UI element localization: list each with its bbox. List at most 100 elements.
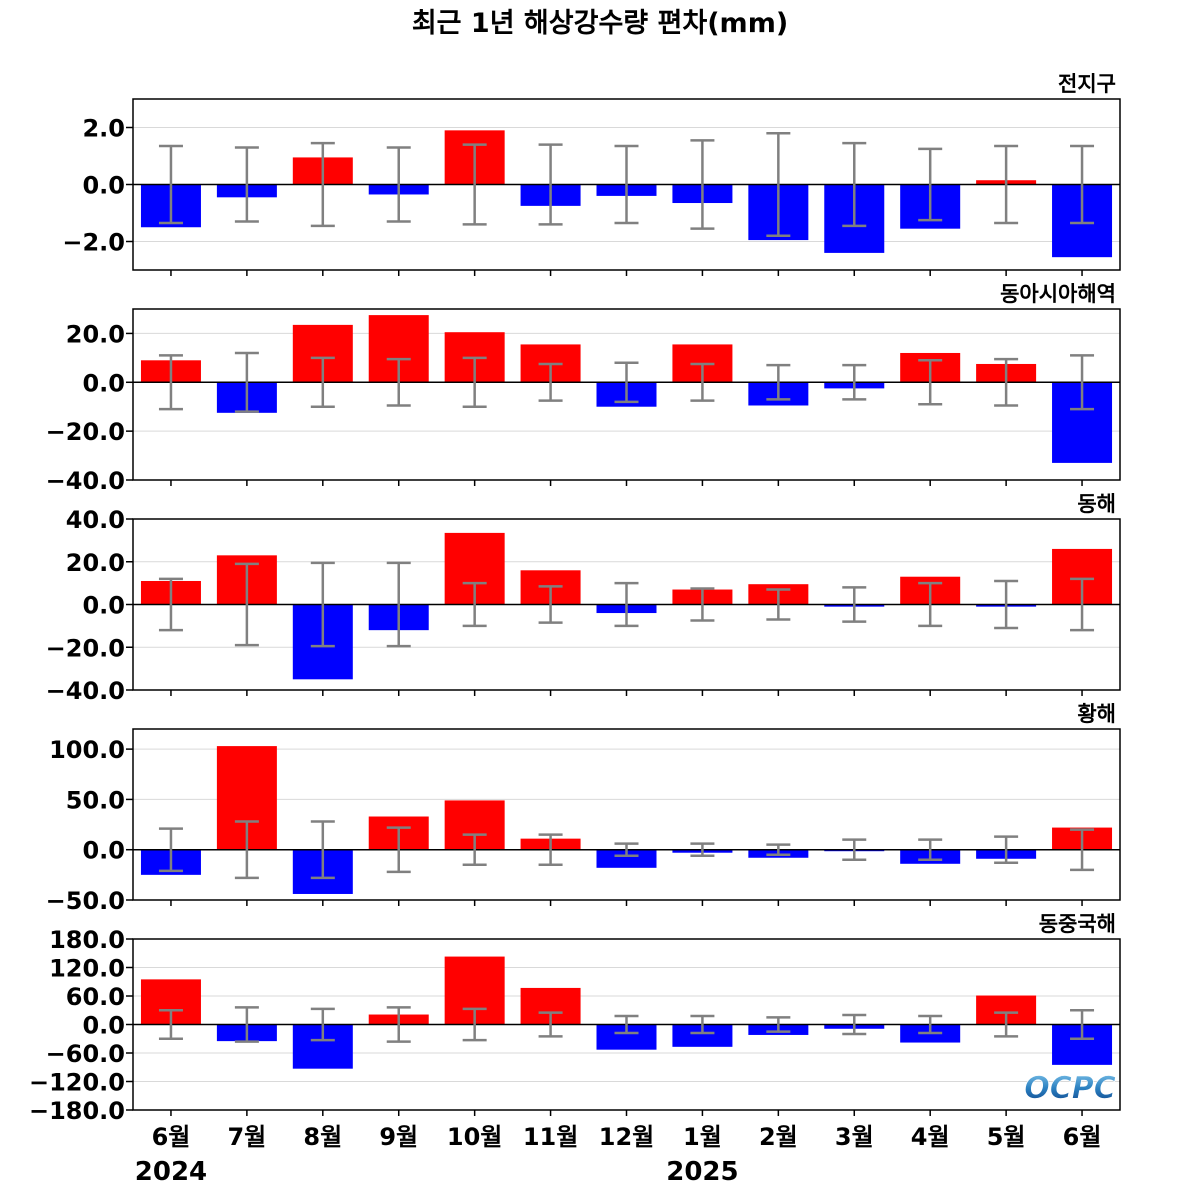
x-tick-label: 1월 [683, 1123, 722, 1151]
error-bar [462, 356, 487, 408]
error-bar [766, 363, 791, 401]
x-tick-label: 3월 [835, 1123, 874, 1151]
error-bar [842, 1013, 867, 1036]
error-bar [842, 363, 867, 401]
error-bar [234, 562, 259, 647]
error-bar [158, 577, 183, 632]
error-bar [538, 362, 563, 402]
plot-frame [132, 728, 1121, 901]
bar [596, 849, 657, 868]
error-bar [614, 144, 639, 225]
plot-frame [132, 938, 1121, 1111]
error-bar [310, 1007, 335, 1042]
error-bar [766, 131, 791, 238]
error-bar [538, 143, 563, 226]
y-tick-label: −120.0 [29, 1069, 125, 1097]
y-tick-label: 50.0 [66, 786, 125, 814]
error-bar [158, 144, 183, 225]
ocpc-logo-text: OCPC [1024, 1071, 1116, 1106]
panel-1: 동아시아해역 20.0 0.0 −20.0 −40.0 [46, 282, 1121, 495]
error-bar [994, 835, 1019, 865]
error-bar [766, 843, 791, 856]
y-tick-label: 0.0 [82, 369, 125, 397]
x-tick-label: 2월 [759, 1123, 798, 1151]
error-bar [386, 826, 411, 874]
error-bar [1070, 354, 1095, 411]
error-bar [842, 586, 867, 623]
panel-title: 동해 [1077, 492, 1116, 516]
y-tick-label: 60.0 [66, 983, 125, 1011]
y-tick-label: −40.0 [46, 677, 125, 705]
error-bar [842, 141, 867, 228]
plot-area [133, 729, 1120, 900]
error-bar [386, 146, 411, 223]
error-bar [690, 842, 715, 857]
error-bar [310, 141, 335, 228]
y-tick-label: 0.0 [82, 837, 125, 865]
x-tick-label: 4월 [911, 1123, 950, 1151]
y-tick-label: −180.0 [29, 1097, 125, 1125]
error-bar [310, 356, 335, 408]
y-tick-label: 20.0 [66, 549, 125, 577]
error-bar [1070, 828, 1095, 872]
error-bar [462, 143, 487, 226]
error-bar [234, 351, 259, 413]
panel-title: 전지구 [1058, 72, 1116, 96]
y-tick-label: 20.0 [66, 320, 125, 348]
y-tick-label: 0.0 [82, 172, 125, 200]
plot-frame [132, 518, 1121, 691]
error-bar [538, 833, 563, 867]
error-bar [994, 357, 1019, 407]
y-tick-label: −2.0 [62, 229, 125, 257]
year-label: 2024 [135, 1157, 207, 1187]
error-bar [918, 838, 943, 862]
y-tick-label: −20.0 [46, 634, 125, 662]
panel-0: 전지구 2.0 0.0 −2.0 [62, 72, 1121, 276]
x-tick-label: 9월 [379, 1123, 418, 1151]
error-bar [310, 561, 335, 648]
x-tick-label: 6월 [1063, 1123, 1102, 1151]
panel-title: 황해 [1077, 702, 1116, 726]
error-bar [386, 357, 411, 407]
error-bar [918, 581, 943, 628]
error-bar [538, 1011, 563, 1038]
error-bar [1070, 1009, 1095, 1040]
x-tick-label: 7월 [227, 1123, 266, 1151]
y-tick-label: 40.0 [66, 506, 125, 534]
error-bar [158, 1009, 183, 1040]
plot-frame [132, 98, 1121, 271]
y-tick-label: 0.0 [82, 1012, 125, 1040]
x-tick-label: 10월 [447, 1123, 502, 1151]
y-tick-label: 180.0 [49, 926, 125, 954]
error-bar [462, 1007, 487, 1042]
x-tick-label: 8월 [303, 1123, 342, 1151]
error-bar [614, 842, 639, 857]
x-tick-label: 12월 [599, 1123, 654, 1151]
error-bar [918, 1014, 943, 1035]
error-bar [994, 1011, 1019, 1038]
error-bar [158, 354, 183, 411]
error-bar [766, 1016, 791, 1033]
error-bar [462, 581, 487, 628]
error-bar [918, 359, 943, 406]
x-axis-labels: 6월 7월 8월 9월 10월 11월 12월 1월 2월 3월 4월 5월 6월 2024 2025 [135, 1123, 1102, 1187]
panel-2: 동해 40.0 20.0 0.0 −20.0 −40.0 [46, 492, 1121, 705]
error-bar [234, 146, 259, 223]
error-bar [690, 139, 715, 230]
error-bar [766, 588, 791, 621]
error-bar [538, 585, 563, 624]
y-tick-label: −20.0 [46, 418, 125, 446]
error-bar [158, 827, 183, 873]
error-bar [310, 820, 335, 880]
error-bar [614, 1014, 639, 1035]
error-bar [614, 581, 639, 628]
x-tick-label: 5월 [987, 1123, 1026, 1151]
y-tick-label: 100.0 [49, 736, 125, 764]
chart-title: 최근 1년 해상강수량 편차(mm) [412, 8, 788, 39]
x-tick-label: 6월 [152, 1123, 191, 1151]
error-bar [918, 147, 943, 222]
ocpc-logo: OCPC [1024, 1071, 1116, 1107]
x-tick-label: 11월 [523, 1123, 578, 1151]
